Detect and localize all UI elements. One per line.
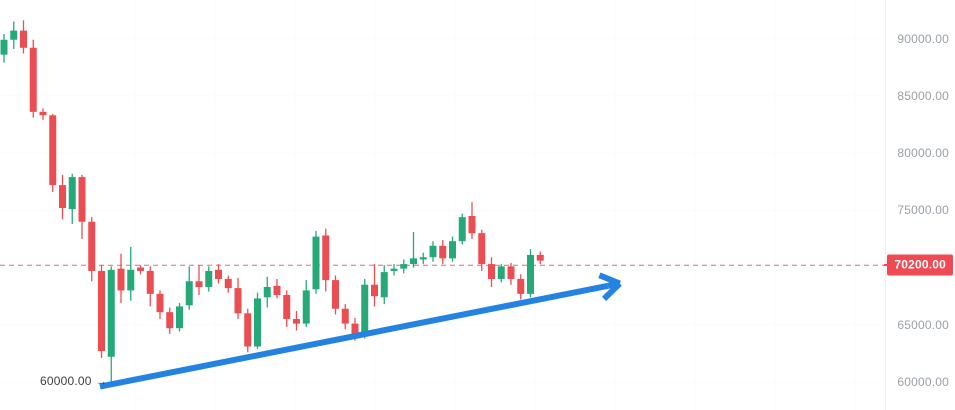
- candle: [137, 265, 144, 275]
- candle: [185, 266, 193, 310]
- low-price-annotation-text: 60000.00: [40, 373, 92, 388]
- candle-series: [0, 20, 544, 386]
- candle: [263, 276, 271, 308]
- candle: [205, 266, 213, 292]
- candle: [244, 308, 252, 353]
- candle: [49, 114, 57, 192]
- low-price-annotation: 60000.00 →: [40, 374, 107, 388]
- candle: [390, 264, 398, 276]
- candle: [449, 236, 456, 262]
- candle: [59, 174, 66, 220]
- price-axis-tick-60000: 60000.00: [897, 374, 949, 389]
- axis-separator: [885, 0, 886, 410]
- candle: [166, 307, 174, 334]
- candle: [332, 275, 339, 315]
- candle: [527, 249, 534, 298]
- candle: [117, 253, 125, 303]
- candle: [0, 34, 8, 63]
- price-axis-tick-80000: 80000.00: [897, 146, 949, 161]
- candle: [293, 311, 300, 331]
- candle: [176, 303, 183, 332]
- candle: [68, 173, 76, 225]
- candle: [156, 290, 164, 320]
- candle: [146, 266, 154, 307]
- candle: [98, 265, 105, 358]
- candle: [224, 275, 232, 293]
- candle: [371, 264, 378, 307]
- candle: [39, 108, 47, 120]
- candle: [20, 20, 27, 54]
- candle: [536, 251, 544, 265]
- trendline-layer[interactable]: [99, 272, 622, 390]
- candle: [341, 304, 349, 330]
- candle: [410, 232, 417, 268]
- candle: [234, 277, 242, 320]
- candle: [468, 202, 476, 239]
- candle: [458, 213, 466, 245]
- candle: [322, 228, 330, 292]
- price-axis-tick-85000: 85000.00: [897, 88, 949, 103]
- candle: [10, 21, 18, 49]
- grid-layer: [0, 0, 884, 410]
- candle: [429, 241, 437, 262]
- candle: [497, 264, 505, 283]
- candle: [361, 278, 369, 339]
- candle: [195, 265, 203, 295]
- candle: [107, 266, 115, 386]
- candle: [29, 39, 37, 118]
- arrow-right-icon: →: [95, 373, 108, 388]
- candle: [380, 265, 388, 305]
- candle: [312, 230, 320, 294]
- candle: [254, 292, 261, 349]
- candle: [517, 274, 525, 300]
- candle: [439, 240, 447, 265]
- candle: [478, 229, 486, 271]
- candle: [78, 174, 86, 239]
- candle: [488, 257, 495, 287]
- current-price-badge[interactable]: 70200.00: [887, 254, 953, 276]
- price-axis-tick-75000: 75000.00: [897, 203, 949, 218]
- candle: [283, 290, 291, 328]
- candle: [127, 246, 135, 301]
- candle: [88, 217, 96, 282]
- candle: [400, 259, 408, 274]
- price-axis-tick-90000: 90000.00: [897, 31, 949, 46]
- candle: [215, 264, 222, 284]
- candle: [273, 278, 281, 299]
- price-axis-tick-65000: 65000.00: [897, 317, 949, 332]
- price-axis[interactable]: 90000.00 85000.00 80000.00 75000.00 65000.00…: [885, 0, 955, 410]
- candle: [302, 280, 310, 328]
- candle: [507, 262, 515, 285]
- candle: [419, 252, 427, 265]
